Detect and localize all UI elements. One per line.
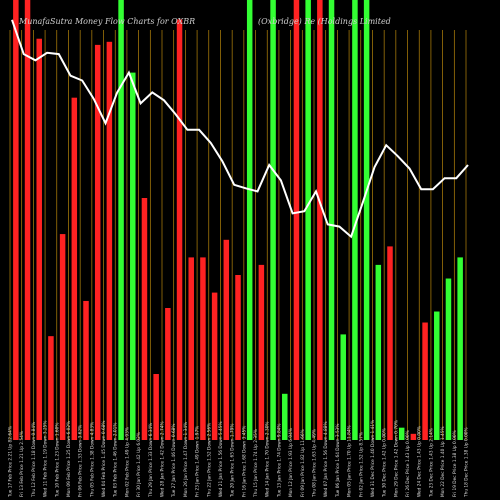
x-tick-label: Tue 06 Jan Price 1.64 Down 3.53% <box>335 424 341 499</box>
bar-red <box>317 0 323 440</box>
bar-red <box>59 234 66 440</box>
bar-red <box>223 239 230 440</box>
x-tick-label: Fri 02 Jan Price 1.52 Up 8.57% <box>358 432 364 497</box>
chart-subtitle: (Oxbridge) Re (Holdings Limited <box>258 17 391 26</box>
x-tick-label: Mon 26 Jan Price 1.47 Down 1.34% <box>183 422 189 497</box>
bar-red <box>83 300 89 440</box>
x-tick-label: Fri 06 Feb Price 1.33 Down 3.62% <box>78 425 84 497</box>
x-tick-label: Thu 05 Feb Price 1.38 Down 4.83% <box>89 422 95 498</box>
bar-red <box>422 322 428 440</box>
x-tick-label: Fri 13 Feb Price 1.21 Up 2.54% <box>19 431 25 497</box>
x-tick-label: Tue 10 Feb Price 1.23 Down 1.60% <box>54 423 60 498</box>
bar-green <box>457 257 463 440</box>
bar-green <box>270 0 276 440</box>
x-tick-label: Wed 04 Feb Price 1.45 Down 0.68% <box>101 420 107 497</box>
bar-green <box>305 0 311 440</box>
x-tick-label: Tue 03 Feb Price 1.46 Down 2.01% <box>113 423 119 498</box>
x-tick-label: Fri 09 Jan Price 1.82 Up 11.66% <box>300 429 306 497</box>
x-tick-label: Fri 16 Jan Price 1.68 Down 3.45% <box>241 426 247 497</box>
x-tick-label: Fri 30 Jan Price 1.42 Up 6.02% <box>136 432 142 497</box>
bar-red <box>410 433 417 440</box>
x-tick-label: Wed 14 Jan Price 1.70 Down 2.30% <box>265 421 271 497</box>
bar-red <box>258 264 265 440</box>
bar-series <box>13 0 463 441</box>
bar-green <box>118 0 124 440</box>
bar-red <box>200 257 206 440</box>
x-tick-label: Mon 12 Jan Price 1.93 Up 6.04% <box>288 428 294 497</box>
bar-red <box>36 38 42 440</box>
x-tick-label: Mon 29 Dec Price 1.42 Down 0.70% <box>393 420 399 497</box>
bar-green <box>352 0 358 440</box>
x-tick-label: Wed 21 Jan Price 1.56 Down 5.45% <box>218 421 224 497</box>
bar-red <box>188 257 194 440</box>
bar-red <box>387 246 393 440</box>
x-tick-label: Thu 22 Jan Price 1.52 Down 2.56% <box>206 423 212 498</box>
money-flow-line <box>11 19 469 239</box>
x-tick-label: Tue 30 Dec Price 1.42 Up 0.00% <box>382 428 388 498</box>
x-tick-label: Mon 09 Feb Price 1.25 Down 6.02% <box>66 421 72 497</box>
x-tick-label: Wed 24 Dec Price 1.43 Up 0.00% <box>417 426 423 497</box>
x-tick-label: Tue 13 Jan Price 1.74 Down 9.84% <box>276 424 282 499</box>
x-tick-label: Wed 07 Jan Price 1.56 Down 4.88% <box>323 421 329 497</box>
bar-red <box>48 336 54 440</box>
x-tick-label: Tue 27 Jan Price 1.46 Down 0.68% <box>171 424 177 499</box>
x-tick-label: Wed 11 Feb Price 1.19 Down 3.25% <box>43 420 49 497</box>
x-tick-label: Thu 12 Feb Price 1.18 Down 0.84% <box>31 422 37 498</box>
bar-red <box>13 0 19 440</box>
bar-red <box>106 41 113 441</box>
x-tick-label: Tue 17 Feb Price 2.21 Up 82.64% <box>8 426 14 498</box>
bar-green <box>363 0 370 440</box>
bar-red <box>211 292 218 440</box>
grid-lines <box>9 30 467 440</box>
x-tick-label: Mon 22 Dec Price 1.40 Up 1.45% <box>440 426 446 497</box>
bar-green <box>375 264 382 440</box>
x-tick-label: Thu 08 Jan Price 1.63 Up 4.49% <box>312 429 318 498</box>
bar-green <box>130 72 136 440</box>
chart-title: MunafaSutra Money Flow Charts for OXBR <box>18 17 195 26</box>
x-tick-label: Fri 23 Jan Price 1.49 Down 1.97% <box>195 426 201 497</box>
x-tick-label: Mon 05 Jan Price 1.70 Up 11.84% <box>347 425 353 497</box>
x-tick-label: Thu 29 Jan Price 1.33 Down 6.34% <box>148 423 154 498</box>
x-tick-label: Thu 18 Dec Price 1.38 Up 0.00% <box>464 427 470 498</box>
bar-red <box>176 19 183 441</box>
x-tick-label: Mon 02 Feb Price 1.49 Up 4.93% <box>124 427 130 497</box>
bar-red <box>293 0 300 440</box>
x-tick-label: Tue 20 Jan Price 1.65 Down 1.79% <box>230 424 236 499</box>
x-tick-label: Fri 26 Dec Price 1.43 Up 0.00% <box>405 430 411 497</box>
x-tick-label: Fri 19 Dec Price 1.38 Up 0.00% <box>452 430 458 497</box>
bar-green <box>282 393 288 440</box>
bar-red <box>165 308 171 440</box>
bar-red <box>141 198 148 440</box>
x-tick-label: Thu 15 Jan Price 1.74 Up 2.35% <box>253 429 259 498</box>
x-tick-label: Wed 31 Dec Price 1.40 Down 1.41% <box>370 420 376 497</box>
bar-green <box>434 311 440 440</box>
bar-green <box>246 0 253 440</box>
bar-green <box>398 427 405 440</box>
x-tick-labels: Tue 17 Feb Price 2.21 Up 82.64% Fri 13 Fe… <box>8 420 470 498</box>
bar-red <box>235 275 241 440</box>
bar-red <box>24 0 31 440</box>
bar-red <box>71 97 78 441</box>
bar-red <box>94 44 101 440</box>
bar-green <box>328 0 335 440</box>
x-tick-label: Wed 28 Jan Price 1.42 Down 2.74% <box>160 421 166 497</box>
bar-green <box>445 278 452 440</box>
x-tick-label: Tue 23 Dec Price 1.43 Up 2.14% <box>428 428 434 498</box>
bar-green <box>340 334 346 440</box>
bar-red <box>153 374 159 440</box>
